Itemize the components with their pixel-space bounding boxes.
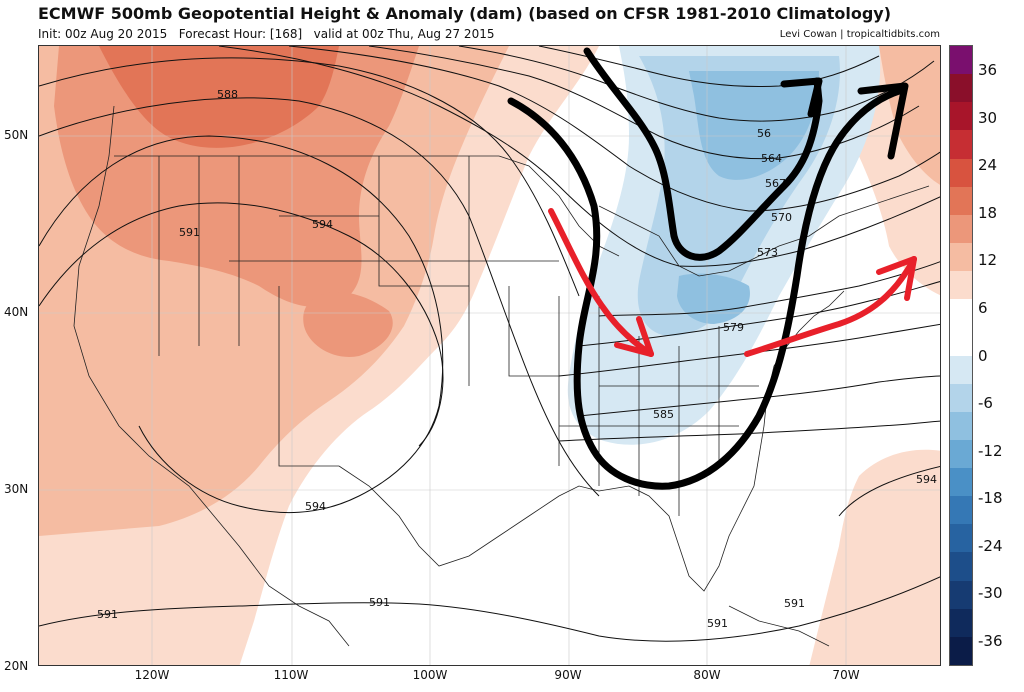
contour-label-591: 591: [179, 226, 200, 239]
flow-annotation-arrows: [548, 208, 917, 357]
colorbar-tick-label: 36: [978, 61, 998, 79]
contour-label-594-east: 594: [916, 473, 937, 486]
graticule: [39, 46, 940, 665]
colorbar-swatch: [950, 552, 972, 582]
colorbar-swatch: [950, 636, 972, 666]
colorbar-tick-label: -12: [978, 441, 1003, 460]
anomaly-colorbar: [949, 45, 973, 666]
colorbar-swatch: [950, 158, 972, 188]
colorbar-tick-label: -36: [978, 632, 1003, 650]
colorbar-tick-label: 0: [978, 346, 988, 365]
colorbar-swatch: [950, 46, 972, 75]
coastlines: [73, 105, 930, 647]
lon-label-80w: 80W: [693, 668, 721, 682]
colorbar-swatch: [950, 74, 972, 103]
colorbar-swatch: [950, 186, 972, 216]
lat-label-30n: 30N: [4, 482, 29, 496]
colorbar-tick-label: 18: [978, 203, 998, 222]
colorbar-swatch: [950, 524, 972, 553]
positive-anomaly-shading: [39, 46, 940, 665]
contour-label-591-caribbean: 591: [707, 617, 728, 630]
colorbar-swatch: [950, 411, 972, 441]
colorbar-swatch: [950, 355, 972, 385]
colorbar-swatch: [950, 214, 972, 244]
colorbar-swatch: [950, 608, 972, 638]
colorbar-tick-label: 12: [978, 251, 998, 270]
init-time: Init: 00z Aug 20 2015: [38, 27, 168, 41]
contour-label-561: 56: [757, 127, 771, 140]
credit-text: Levi Cowan | tropicaltidbits.com: [779, 29, 940, 40]
lon-label-90w: 90W: [554, 668, 582, 682]
colorbar-swatch: [950, 496, 972, 525]
valid-time: valid at 00z Thu, Aug 27 2015: [313, 27, 495, 41]
contour-label-591-gulf: 591: [369, 596, 390, 609]
lat-label-40n: 40N: [4, 305, 29, 319]
contour-label-570: 570: [771, 211, 792, 224]
contour-label-591-west: 591: [97, 608, 118, 621]
contour-label-573: 573: [757, 246, 778, 259]
height-contours: [39, 46, 940, 642]
colorbar-swatch: [950, 327, 972, 356]
map-svg: 588 591 594 594 594 591 591 591 591 585 …: [39, 46, 940, 665]
colorbar-swatch: [950, 299, 972, 328]
map-title: ECMWF 500mb Geopotential Height & Anomal…: [38, 4, 892, 23]
contour-label-594-south: 594: [305, 500, 326, 513]
trough-annotation-arrows: [507, 47, 909, 490]
contour-label-591-atlantic: 591: [784, 597, 805, 610]
lon-label-100w: 100W: [412, 668, 448, 682]
contour-label-579: 579: [723, 321, 744, 334]
colorbar-tick-label: -24: [978, 536, 1003, 555]
colorbar-tick-label: 6: [978, 298, 988, 317]
forecast-info: Init: 00z Aug 20 2015 Forecast Hour: [16…: [38, 27, 494, 41]
contour-label-594: 594: [312, 218, 333, 231]
map-panel[interactable]: 588 591 594 594 594 591 591 591 591 585 …: [38, 45, 941, 666]
contour-label-585: 585: [653, 408, 674, 421]
lon-label-120w: 120W: [134, 668, 170, 682]
colorbar-swatch: [950, 468, 972, 497]
colorbar-swatch: [950, 580, 972, 610]
contour-label-564: 564: [761, 152, 782, 165]
colorbar-swatch: [950, 242, 972, 272]
lat-label-20n: 20N: [4, 659, 29, 673]
colorbar-swatch: [950, 271, 972, 300]
colorbar-swatch: [950, 130, 972, 160]
colorbar-tick-label: 24: [978, 156, 998, 175]
colorbar-swatch: [950, 102, 972, 131]
contour-label-588: 588: [217, 88, 238, 101]
colorbar-tick-label: -18: [978, 489, 1003, 508]
colorbar-tick-label: 30: [978, 108, 998, 127]
lon-label-70w: 70W: [832, 668, 860, 682]
colorbar-swatch: [950, 439, 972, 469]
lon-label-110w: 110W: [273, 668, 309, 682]
colorbar-tick-label: -6: [978, 394, 993, 413]
colorbar-swatch: [950, 383, 972, 413]
colorbar-tick-label: -30: [978, 584, 1003, 603]
lat-label-50n: 50N: [4, 128, 29, 142]
forecast-hour: Forecast Hour: [168]: [178, 27, 303, 41]
